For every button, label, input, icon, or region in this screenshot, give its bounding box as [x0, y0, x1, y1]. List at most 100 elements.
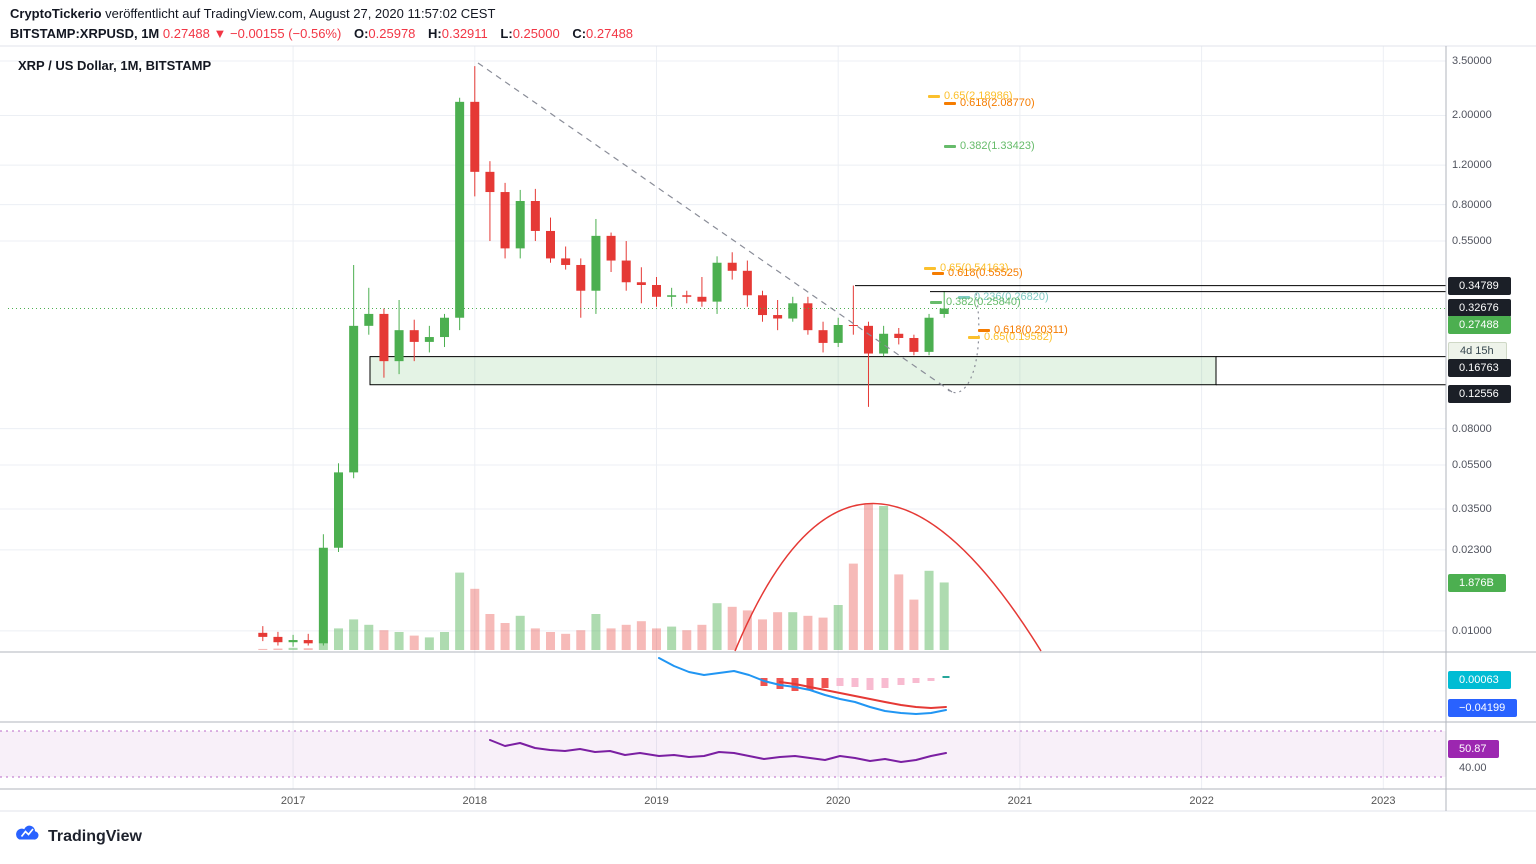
- candle[interactable]: [697, 296, 707, 302]
- candle[interactable]: [258, 632, 268, 637]
- volume-bar: [440, 632, 450, 650]
- volume-arc[interactable]: [734, 502, 1042, 652]
- candle[interactable]: [636, 282, 646, 285]
- volume-bar: [757, 619, 767, 650]
- volume-bar: [636, 621, 646, 650]
- volume-bar: [561, 633, 571, 650]
- candle[interactable]: [788, 303, 798, 319]
- candle[interactable]: [833, 325, 843, 343]
- volume-bar: [894, 574, 904, 650]
- high-label: H:: [428, 26, 442, 41]
- candle[interactable]: [909, 337, 919, 352]
- macd-histogram-bar: [821, 678, 829, 688]
- candle[interactable]: [924, 317, 934, 352]
- volume-bar: [939, 582, 949, 650]
- candle[interactable]: [303, 640, 313, 644]
- candle[interactable]: [364, 313, 374, 326]
- footer: TradingView: [14, 824, 142, 850]
- volume-bar: [303, 648, 313, 650]
- publish-line: CryptoTickerio veröffentlicht auf Tradin…: [10, 5, 633, 22]
- low-value: 0.25000: [512, 26, 560, 41]
- candle[interactable]: [561, 258, 571, 265]
- candle[interactable]: [273, 636, 283, 643]
- candle[interactable]: [318, 547, 328, 644]
- volume-bar: [712, 603, 722, 650]
- candle[interactable]: [349, 325, 359, 473]
- macd-histogram-bar: [806, 678, 814, 690]
- candle[interactable]: [409, 330, 419, 342]
- indicator-line: [489, 739, 947, 763]
- rsi-band: [0, 731, 1446, 777]
- candle[interactable]: [530, 200, 540, 231]
- volume-bar: [273, 648, 283, 650]
- candle[interactable]: [742, 270, 752, 296]
- volume-bar: [848, 563, 858, 650]
- candle[interactable]: [621, 260, 631, 283]
- volume-bar: [651, 628, 661, 650]
- volume-bar: [697, 624, 707, 650]
- volume-bar: [470, 588, 480, 650]
- candle[interactable]: [879, 333, 889, 354]
- candle[interactable]: [424, 337, 434, 342]
- tradingview-logo-text[interactable]: TradingView: [48, 828, 142, 845]
- volume-bar: [742, 610, 752, 650]
- candle[interactable]: [682, 295, 692, 297]
- candle[interactable]: [818, 330, 828, 343]
- volume-bar: [424, 637, 434, 650]
- open-value: 0.25978: [368, 26, 416, 41]
- volume-bar: [515, 615, 525, 650]
- candle[interactable]: [576, 264, 586, 291]
- candle[interactable]: [773, 315, 783, 319]
- candle[interactable]: [712, 262, 722, 302]
- candle[interactable]: [470, 101, 480, 172]
- candle[interactable]: [757, 295, 767, 316]
- downtrend-line[interactable]: [477, 62, 953, 393]
- macd-histogram-bar: [912, 678, 920, 683]
- volume-bar: [288, 647, 298, 650]
- breakout-curve[interactable]: [947, 291, 980, 393]
- volume-bar: [409, 635, 419, 650]
- candle[interactable]: [455, 101, 465, 318]
- volume-bar: [924, 570, 934, 650]
- candle[interactable]: [515, 200, 525, 249]
- candle[interactable]: [379, 313, 389, 362]
- volume-bar: [773, 612, 783, 650]
- candle[interactable]: [939, 308, 949, 314]
- last-price: 0.27488: [162, 26, 210, 41]
- candle[interactable]: [591, 235, 601, 291]
- volume-bar: [863, 504, 873, 650]
- volume-bar: [606, 628, 616, 650]
- candle[interactable]: [500, 192, 510, 249]
- publisher-name: CryptoTickerio: [10, 6, 102, 21]
- candle[interactable]: [863, 325, 873, 354]
- macd-histogram-bar: [836, 678, 844, 686]
- support-zone-rect[interactable]: [369, 356, 1217, 386]
- low-label: L:: [500, 26, 513, 41]
- candle[interactable]: [651, 285, 661, 297]
- candle[interactable]: [334, 472, 344, 548]
- change-text: −0.00155 (−0.56%): [230, 26, 342, 41]
- volume-bar: [485, 614, 495, 650]
- chart-legend[interactable]: XRP / US Dollar, 1M, BITSTAMP: [18, 58, 212, 73]
- volume-bar: [349, 619, 359, 650]
- candle[interactable]: [440, 317, 450, 338]
- candle[interactable]: [894, 333, 904, 338]
- candle[interactable]: [606, 235, 616, 261]
- volume-bar: [909, 599, 919, 650]
- macd-histogram-bar: [927, 678, 935, 681]
- close-label: C:: [572, 26, 587, 41]
- candle[interactable]: [394, 330, 404, 362]
- candle[interactable]: [727, 262, 737, 271]
- macd-histogram-bar: [881, 678, 889, 688]
- tradingview-logo-icon[interactable]: [14, 824, 41, 850]
- candle[interactable]: [848, 325, 858, 327]
- candle[interactable]: [288, 640, 298, 643]
- candle[interactable]: [667, 295, 677, 297]
- volume-bar: [621, 624, 631, 650]
- candle[interactable]: [803, 303, 813, 331]
- volume-bar: [803, 615, 813, 650]
- candle[interactable]: [545, 230, 555, 259]
- volume-bar: [879, 506, 889, 650]
- candle[interactable]: [485, 171, 495, 193]
